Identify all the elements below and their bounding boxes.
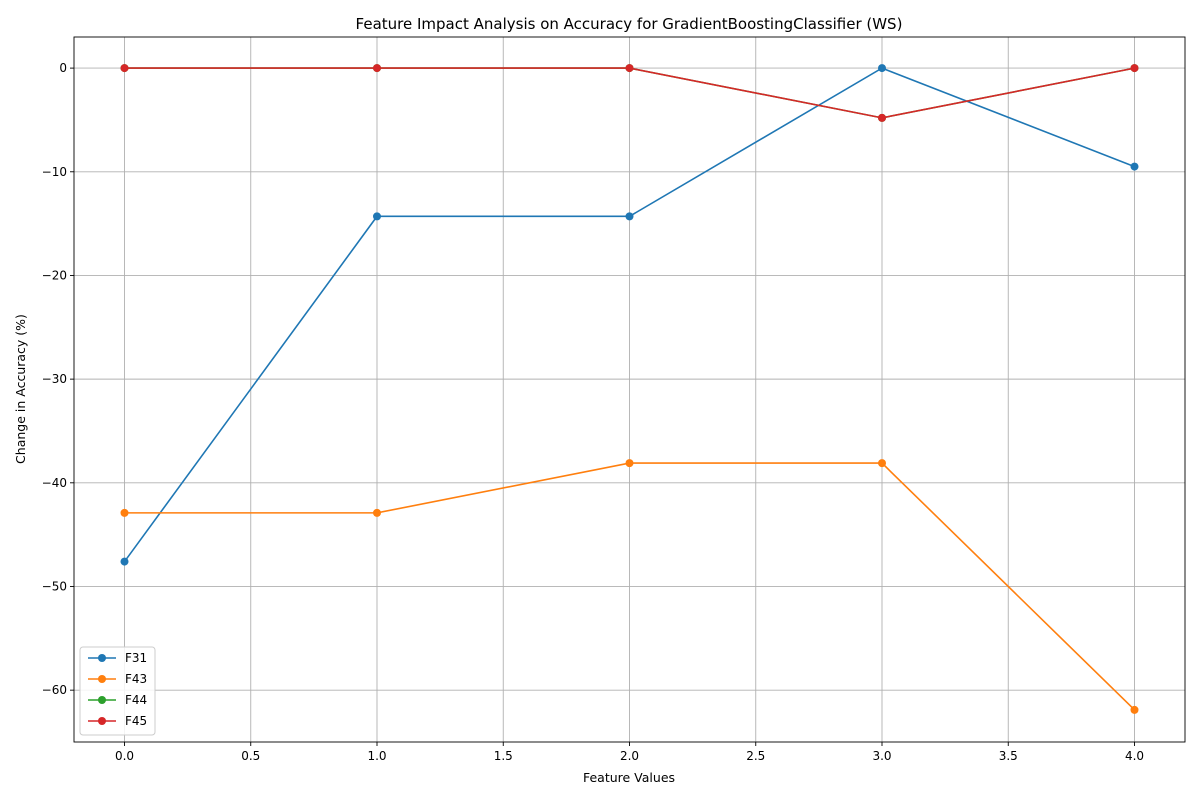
legend-label: F31 <box>125 651 147 665</box>
data-point-f45 <box>625 64 634 73</box>
x-tick-label: 0.0 <box>115 749 134 763</box>
y-tick-label: −40 <box>42 476 67 490</box>
series-f45 <box>120 64 1139 122</box>
data-point-f43 <box>878 459 886 468</box>
data-point-f45 <box>1130 64 1139 73</box>
legend-box <box>79 646 156 736</box>
series-layer <box>120 64 1139 714</box>
data-point-f45 <box>120 64 129 73</box>
legend-marker <box>98 717 106 725</box>
data-point-f43 <box>625 459 634 468</box>
data-point-f31 <box>373 212 381 221</box>
legend-item-f31: F31 <box>88 651 147 665</box>
x-tick-label: 2.0 <box>620 749 639 763</box>
legend-label: F43 <box>125 672 147 686</box>
data-point-f43 <box>373 508 381 517</box>
x-tick-label: 3.0 <box>872 749 891 763</box>
y-tick-label: 0 <box>59 61 67 75</box>
y-tick-label: −30 <box>42 372 67 386</box>
plot-frame <box>73 36 1186 743</box>
legend-item-f43: F43 <box>88 672 147 686</box>
x-tick-label: 1.5 <box>494 749 513 763</box>
tick-layer: 0.0 0.5 1.0 1.5 2.0 2.5 3.0 3.5 4.0 0 −10 −20 −30 −40… <box>42 61 1144 763</box>
y-tick-label: −50 <box>42 579 67 593</box>
data-point-f31 <box>878 64 886 73</box>
x-tick-label: 2.5 <box>746 749 765 763</box>
data-point-f45 <box>373 64 381 73</box>
legend-marker <box>98 675 106 683</box>
x-axis-label: Feature Values <box>583 770 675 785</box>
y-tick-label: −10 <box>42 165 67 179</box>
x-tick-label: 3.5 <box>999 749 1018 763</box>
legend-label: F44 <box>125 693 147 707</box>
y-tick-label: −60 <box>42 683 67 697</box>
grid-layer <box>74 37 1185 742</box>
legend-item-f44: F44 <box>88 693 147 707</box>
legend-item-f45: F45 <box>88 714 147 728</box>
data-point-f45 <box>878 113 886 122</box>
legend-label: F45 <box>125 714 147 728</box>
data-point-f31 <box>120 557 129 566</box>
legend-marker <box>98 696 106 704</box>
y-tick-label: −20 <box>42 268 67 282</box>
legend: F31 F43 F44 F45 <box>79 646 156 736</box>
chart-title: Feature Impact Analysis on Accuracy for … <box>356 15 903 33</box>
legend-marker <box>98 654 106 662</box>
data-point-f31 <box>625 212 634 221</box>
data-point-f43 <box>1130 705 1139 714</box>
x-tick-label: 4.0 <box>1125 749 1144 763</box>
x-tick-label: 0.5 <box>241 749 260 763</box>
data-point-f43 <box>120 508 129 517</box>
y-axis-label: Change in Accuracy (%) <box>13 314 28 464</box>
series-f43 <box>120 459 1139 714</box>
x-tick-label: 1.0 <box>367 749 386 763</box>
data-point-f31 <box>1130 162 1139 171</box>
